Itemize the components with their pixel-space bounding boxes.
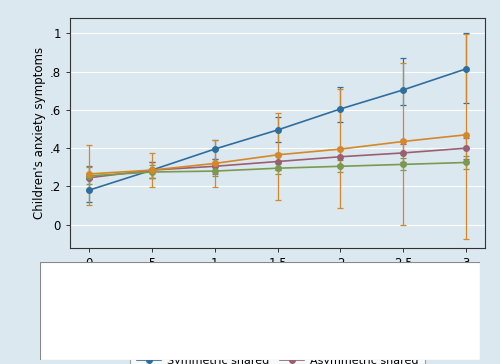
X-axis label: Interparenal conflict: Interparenal conflict bbox=[214, 275, 341, 288]
FancyBboxPatch shape bbox=[40, 262, 480, 360]
Y-axis label: Children's anxiety symptoms: Children's anxiety symptoms bbox=[32, 47, 46, 219]
Legend: Symmetric shared, Extended sole, Asymmetric shared, Limited sole: Symmetric shared, Extended sole, Asymmet… bbox=[130, 349, 425, 364]
